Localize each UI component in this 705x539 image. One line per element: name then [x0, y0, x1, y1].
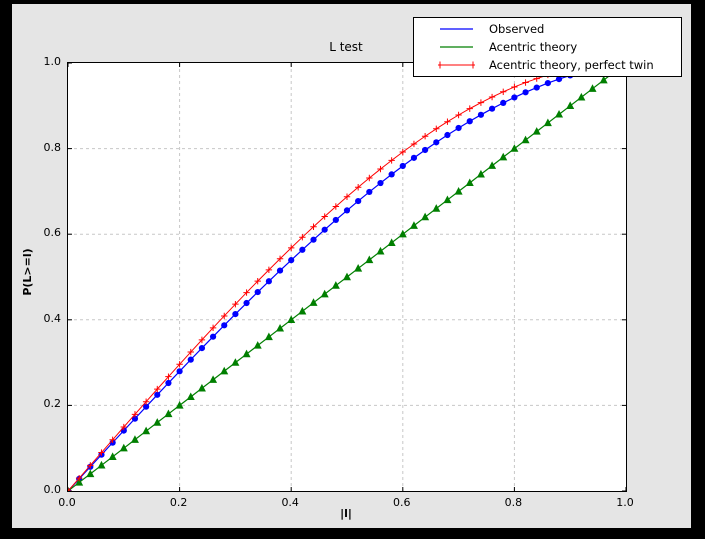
x-tick-label: 0.6 [393, 496, 411, 509]
y-tick-label: 0.4 [43, 311, 62, 325]
x-tick-label: 0.4 [281, 496, 299, 509]
legend-item-perfect-twin: Acentric theory, perfect twin [438, 56, 681, 74]
legend-line-sample-acentric [440, 46, 473, 48]
x-tick-label: 0.2 [169, 496, 188, 509]
legend-item-observed: Observed [438, 20, 681, 38]
legend-box: Observed Acentric theory Acentric theory… [413, 17, 682, 77]
x-tick-label: 0.8 [504, 496, 523, 509]
legend-label: Acentric theory, perfect twin [489, 58, 654, 72]
y-tick-label: 1.0 [43, 55, 62, 68]
plot-canvas [68, 63, 626, 491]
x-axis-label: |l| [340, 507, 352, 520]
x-tick-label: 1.0 [616, 496, 634, 509]
legend-line-sample-perfect-twin [438, 61, 475, 69]
legend-label: Observed [489, 22, 545, 36]
legend-item-acentric-theory: Acentric theory [438, 38, 681, 56]
legend-label: Acentric theory [489, 40, 578, 54]
x-tick-label: 0.0 [58, 496, 76, 509]
y-tick-label: 0.2 [43, 397, 62, 411]
y-axis-label: P(L>=l) [21, 248, 34, 296]
legend-line-sample-observed [440, 28, 473, 30]
plot-area [67, 62, 627, 492]
y-tick-label: 0.0 [43, 483, 62, 496]
chart-title: L test [329, 40, 363, 54]
y-tick-label: 0.8 [43, 140, 62, 154]
figure-canvas: L test 0.0 0.2 0.4 0.6 0.8 1.0 0.0 0.2 0.4 0.6 0.… [12, 4, 691, 528]
y-tick-label: 0.6 [43, 226, 62, 240]
